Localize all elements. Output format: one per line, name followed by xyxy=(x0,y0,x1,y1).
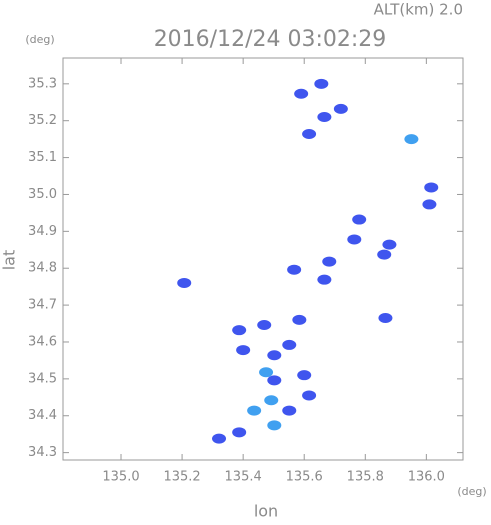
y-tick-label: 34.3 xyxy=(28,445,57,460)
echo xyxy=(287,264,302,275)
y-tick-label: 34.8 xyxy=(28,261,57,276)
echo xyxy=(267,350,282,361)
x-tick-label: 135.6 xyxy=(286,470,323,485)
echo xyxy=(292,314,307,325)
echo xyxy=(377,249,392,260)
echo xyxy=(257,320,272,331)
y-axis-label: lat xyxy=(0,250,19,271)
echo xyxy=(382,239,397,250)
x-axis-label: lon xyxy=(254,502,278,521)
echo xyxy=(352,214,367,225)
echo xyxy=(424,182,439,193)
x-unit: (deg) xyxy=(457,485,486,498)
x-tick-label: 135.4 xyxy=(225,470,262,485)
echo xyxy=(232,325,247,336)
y-tick-label: 34.9 xyxy=(28,224,57,239)
echo xyxy=(404,134,419,145)
y-tick-label: 35.3 xyxy=(28,76,57,91)
y-tick-label: 34.7 xyxy=(28,298,57,313)
echo xyxy=(232,427,247,438)
echo xyxy=(302,390,317,401)
echo xyxy=(247,405,262,416)
echo xyxy=(317,112,332,123)
echo xyxy=(378,313,393,324)
y-tick-label: 34.6 xyxy=(28,334,57,349)
echo xyxy=(322,256,337,267)
echo xyxy=(302,128,317,139)
echo xyxy=(347,234,362,245)
y-unit: (deg) xyxy=(25,33,54,46)
y-tick-label: 34.4 xyxy=(28,408,57,423)
echo xyxy=(282,339,297,350)
y-tick-label: 35.0 xyxy=(28,187,57,202)
echo xyxy=(259,367,274,378)
echo xyxy=(314,78,329,89)
x-tick-label: 136.0 xyxy=(408,470,445,485)
echo xyxy=(317,274,332,285)
x-tick-label: 135.0 xyxy=(102,470,139,485)
echo xyxy=(294,88,309,99)
y-tick-label: 34.5 xyxy=(28,371,57,386)
chart-title: 2016/12/24 03:02:29 xyxy=(154,27,387,52)
echo xyxy=(297,370,312,381)
x-tick-label: 135.2 xyxy=(163,470,200,485)
echo xyxy=(422,199,437,210)
y-tick-label: 35.1 xyxy=(28,150,57,165)
x-tick-label: 135.8 xyxy=(347,470,384,485)
altitude-label: ALT(km) 2.0 xyxy=(374,1,463,19)
echo xyxy=(333,103,348,114)
echo xyxy=(236,345,251,356)
echo xyxy=(282,405,297,416)
y-tick-label: 35.2 xyxy=(28,113,57,128)
echo xyxy=(264,395,279,406)
plot-frame xyxy=(62,57,464,461)
echo xyxy=(267,420,282,431)
echo xyxy=(267,375,282,386)
echo xyxy=(177,277,192,288)
echo xyxy=(212,433,227,444)
